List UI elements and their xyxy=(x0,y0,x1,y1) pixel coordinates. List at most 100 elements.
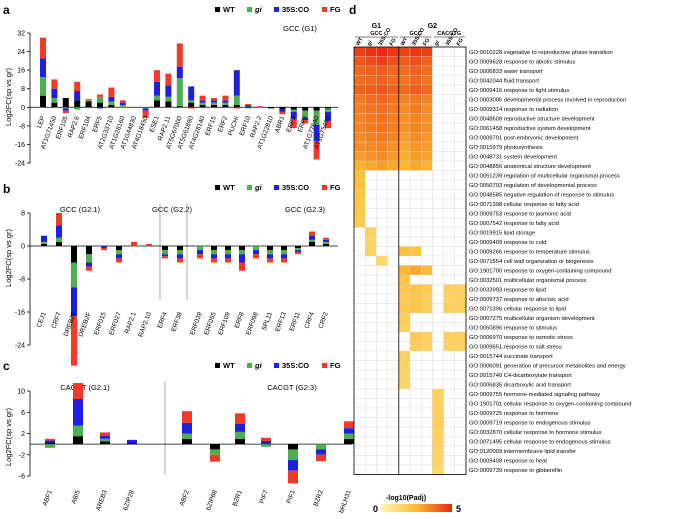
heatmap-cell xyxy=(398,379,411,390)
bar-ERF027-WT xyxy=(116,246,122,251)
heatmap-cell xyxy=(376,455,388,466)
heatmap-cell xyxy=(443,122,455,133)
bar-ERF15-35S-CO xyxy=(211,100,217,103)
heatmap-cell xyxy=(365,464,377,475)
legend-swatch-fg xyxy=(322,7,327,12)
bar-AT4G28140-FG xyxy=(199,95,206,101)
go-term-label: GO:0015740 C4-dicarboxylate transport xyxy=(469,373,572,379)
heatmap-cell xyxy=(409,236,422,247)
heatmap-cell xyxy=(353,122,366,133)
category-label-ERF38: ERF38 xyxy=(170,311,184,333)
bar-AT5G67000-FG xyxy=(176,43,183,67)
bar-AT1G77640-FG xyxy=(313,140,320,160)
category-label-CRF2: CRF2 xyxy=(317,311,330,330)
heatmap-cell xyxy=(353,189,366,200)
heatmap-cell xyxy=(454,103,467,114)
y-tick-label: 6 xyxy=(21,410,25,417)
heatmap-cell xyxy=(387,445,399,456)
heatmap-cell xyxy=(409,436,422,447)
bar-CEJ1-WT xyxy=(41,243,47,246)
bar-LEP-gi xyxy=(40,77,46,96)
heatmap-cell xyxy=(409,132,422,143)
heatmap-cell xyxy=(454,141,467,152)
bar-AT5G61890-gi xyxy=(188,100,195,103)
heatmap-cell xyxy=(365,170,377,181)
heatmap-cell xyxy=(454,293,467,304)
heatmap-cell xyxy=(387,265,399,276)
bar-RAP2.11-gi xyxy=(165,96,172,102)
go-term-label: GO:0009408 response to heat xyxy=(469,459,547,465)
legend-swatch-wt xyxy=(215,185,220,190)
heatmap-cell xyxy=(443,398,455,409)
heatmap-cell xyxy=(376,113,388,124)
heatmap-cell xyxy=(443,350,455,361)
bar-RAP2.10-FG xyxy=(146,243,152,246)
heatmap-cell xyxy=(454,65,467,76)
heatmap-cell xyxy=(443,360,455,371)
heatmap-cell xyxy=(353,65,366,76)
bar-BZR2-gi xyxy=(316,444,326,450)
heatmap-cell xyxy=(398,208,411,219)
heatmap-cell xyxy=(421,265,433,276)
heatmap-cell xyxy=(387,160,399,171)
heatmap-cell xyxy=(454,445,467,456)
heatmap-cell xyxy=(443,84,455,95)
bar-ERF109-35S-CO xyxy=(225,254,231,259)
y-tick-label: -2 xyxy=(19,452,25,459)
heatmap-cell xyxy=(365,236,377,247)
heatmap-cell xyxy=(421,141,433,152)
heatmap-cell xyxy=(353,398,366,409)
legend-label-fg: FG xyxy=(330,183,341,192)
bar-AT4G18450-gi xyxy=(142,107,149,109)
heatmap-cell xyxy=(432,388,444,399)
heatmap-cell xyxy=(365,122,377,133)
category-label-BZR1: BZR1 xyxy=(232,489,244,507)
category-label-CEJ1: CEJ1 xyxy=(36,311,48,329)
bar-ESE1-FG xyxy=(154,70,160,82)
bar-bHLH31-FG xyxy=(344,421,354,429)
go-term-label: GO:0050793 regulation of developmental p… xyxy=(469,183,597,189)
heatmap-cell xyxy=(443,103,455,114)
bar-AT2G33710-gi xyxy=(108,101,115,105)
colorbar-min: 0 xyxy=(373,504,378,514)
category-label-bZIP68: bZIP68 xyxy=(205,489,219,511)
bar-AT1G71450-35S-CO xyxy=(51,88,58,98)
bar-ERF5-WT xyxy=(97,102,103,108)
bar-ERF105-35S-CO xyxy=(62,108,69,111)
heatmap-cell xyxy=(365,445,377,456)
heatmap-cell xyxy=(409,217,422,228)
heatmap-cell xyxy=(353,170,366,181)
heatmap-cell xyxy=(365,56,377,67)
heatmap-cell xyxy=(376,255,388,266)
bar-AT1G75490-WT xyxy=(325,107,331,109)
bar-ERF9-FG xyxy=(302,120,309,124)
bar-ERF4-35S-CO xyxy=(162,254,168,257)
bar-ABF1-35S-CO xyxy=(45,440,55,443)
bar-PIF1-FG xyxy=(288,470,298,484)
bar-RAP2.6-gi xyxy=(74,107,81,110)
heatmap-cell xyxy=(443,170,455,181)
heatmap-cell xyxy=(421,227,433,238)
bar-ERF11-WT xyxy=(295,246,301,249)
panel-b-label: b xyxy=(3,182,10,196)
bar-ERF2-gi xyxy=(222,102,229,105)
heatmap-cell xyxy=(387,56,399,67)
heatmap-cell xyxy=(421,170,433,181)
heatmap-cell xyxy=(409,170,422,181)
bar-AT1G77640-35S-CO xyxy=(313,124,320,141)
heatmap-cell xyxy=(387,407,399,418)
bar-LEP-FG xyxy=(40,37,46,59)
go-term-label: GO:0007542 response to fatty acid xyxy=(469,221,559,227)
legend-swatch-35s-co xyxy=(274,185,279,190)
heatmap-cell xyxy=(421,217,433,228)
bar-RAP2.6-FG xyxy=(74,81,81,92)
heatmap-cell xyxy=(454,208,467,219)
go-term-label: GO:0032501 multicellular organismal proc… xyxy=(469,278,586,284)
category-label-ERF4: ERF4 xyxy=(157,311,169,329)
heatmap-cell xyxy=(454,132,467,143)
heatmap-cell xyxy=(376,151,388,162)
bar-DREB2F-FG xyxy=(86,266,92,271)
heatmap-cell xyxy=(454,246,467,257)
y-tick-label: 0 xyxy=(21,105,25,112)
heatmap-cell xyxy=(376,303,388,314)
